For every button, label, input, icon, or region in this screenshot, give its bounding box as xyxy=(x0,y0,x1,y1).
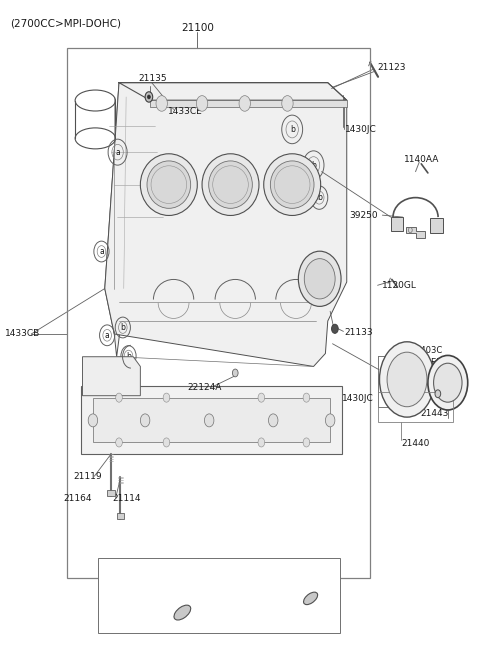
Text: b: b xyxy=(120,323,125,332)
Text: 21440: 21440 xyxy=(401,439,430,447)
Text: 21135: 21135 xyxy=(138,74,167,83)
Text: 39250: 39250 xyxy=(349,211,378,219)
Text: 21100: 21100 xyxy=(181,23,214,33)
Text: 1433CB: 1433CB xyxy=(5,329,40,339)
Bar xyxy=(107,490,115,496)
Circle shape xyxy=(258,438,264,447)
Polygon shape xyxy=(105,83,347,366)
Circle shape xyxy=(325,414,335,427)
Circle shape xyxy=(303,393,310,402)
Text: (2700CC>MPI-DOHC): (2700CC>MPI-DOHC) xyxy=(10,18,121,29)
Text: 1140EN: 1140EN xyxy=(410,358,443,367)
Ellipse shape xyxy=(270,161,314,208)
Circle shape xyxy=(145,92,153,102)
Circle shape xyxy=(435,390,441,398)
Ellipse shape xyxy=(174,605,191,620)
Text: a: a xyxy=(99,247,104,256)
Circle shape xyxy=(332,324,338,333)
Text: 22124A: 22124A xyxy=(188,383,222,392)
Bar xyxy=(430,218,443,233)
Circle shape xyxy=(163,393,170,402)
Text: a: a xyxy=(115,147,120,157)
Text: 21123: 21123 xyxy=(378,64,406,72)
Circle shape xyxy=(204,414,214,427)
Bar xyxy=(117,513,124,519)
Bar xyxy=(67,48,371,578)
Text: 1433CE: 1433CE xyxy=(168,107,203,116)
Text: 1573GC: 1573GC xyxy=(204,594,240,603)
Text: 1120GL: 1120GL xyxy=(383,281,417,290)
Ellipse shape xyxy=(147,161,191,208)
Text: b: b xyxy=(126,352,131,360)
Text: 1430JC: 1430JC xyxy=(342,394,374,403)
Polygon shape xyxy=(83,357,140,396)
Circle shape xyxy=(380,342,434,417)
Circle shape xyxy=(116,393,122,402)
Circle shape xyxy=(428,356,468,410)
Circle shape xyxy=(88,414,97,427)
Text: 11403C: 11403C xyxy=(410,346,442,356)
Polygon shape xyxy=(105,83,150,357)
Text: 21443: 21443 xyxy=(420,409,449,418)
Text: 21133: 21133 xyxy=(344,328,373,337)
Ellipse shape xyxy=(209,161,252,208)
Text: 21114: 21114 xyxy=(113,495,141,504)
Bar xyxy=(97,558,340,633)
Circle shape xyxy=(433,364,462,402)
Bar xyxy=(391,217,403,231)
Bar xyxy=(81,386,342,454)
Ellipse shape xyxy=(264,154,321,215)
Text: a: a xyxy=(105,331,109,340)
Text: 21164: 21164 xyxy=(63,494,92,503)
Ellipse shape xyxy=(202,154,259,215)
Circle shape xyxy=(282,96,293,111)
Circle shape xyxy=(258,393,264,402)
Circle shape xyxy=(232,369,238,377)
Text: 1573CG: 1573CG xyxy=(204,574,240,584)
Text: 1573GF: 1573GF xyxy=(105,608,140,617)
Bar xyxy=(378,392,453,422)
Polygon shape xyxy=(406,227,425,238)
Circle shape xyxy=(156,96,168,111)
Text: b: b xyxy=(290,125,295,134)
Circle shape xyxy=(116,438,122,447)
Circle shape xyxy=(163,438,170,447)
Text: a: a xyxy=(146,570,151,579)
Ellipse shape xyxy=(140,154,197,215)
Ellipse shape xyxy=(304,259,335,299)
Circle shape xyxy=(303,438,310,447)
Text: b: b xyxy=(311,160,316,170)
Text: b: b xyxy=(317,193,322,202)
Text: 21119: 21119 xyxy=(73,472,102,481)
Text: 1573JK: 1573JK xyxy=(204,613,235,622)
Text: 1140AA: 1140AA xyxy=(404,155,439,164)
Text: b: b xyxy=(266,570,272,579)
Circle shape xyxy=(387,352,427,407)
Text: 1430JC: 1430JC xyxy=(345,125,377,134)
Circle shape xyxy=(140,414,150,427)
Circle shape xyxy=(239,96,251,111)
Ellipse shape xyxy=(303,592,318,605)
Circle shape xyxy=(196,96,208,111)
Polygon shape xyxy=(150,100,347,107)
Ellipse shape xyxy=(299,251,341,307)
Circle shape xyxy=(147,95,150,99)
Circle shape xyxy=(268,414,278,427)
Bar xyxy=(93,398,330,442)
